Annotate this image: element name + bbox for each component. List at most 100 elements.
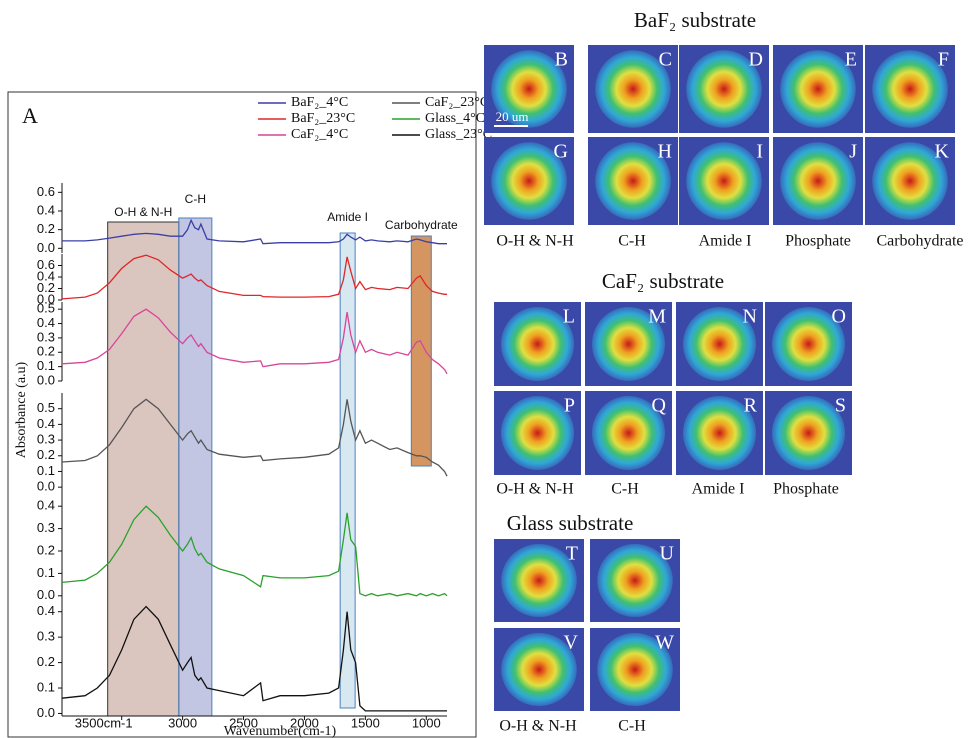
tile-label: O-H & N-H bbox=[496, 233, 574, 250]
legend-label: BaF₂_4°C bbox=[291, 95, 348, 110]
band bbox=[178, 217, 213, 717]
image-blob bbox=[595, 50, 671, 128]
tile-letter: U bbox=[660, 543, 675, 565]
panel-frame bbox=[7, 91, 477, 738]
legend-label: CaF₂_23°C bbox=[425, 95, 489, 110]
image-blob bbox=[591, 396, 666, 470]
tile-label: Phosphate bbox=[773, 481, 839, 498]
y-tick-label: 0.0 bbox=[37, 587, 55, 602]
tile-letter: F bbox=[938, 49, 949, 71]
y-tick-label: 0.0 bbox=[37, 291, 55, 306]
panel-title: BaF₂ substrate bbox=[634, 8, 756, 32]
y-tick-label: 0.3 bbox=[37, 329, 55, 344]
tile-letter: M bbox=[648, 306, 666, 328]
x-tick-label: 3000 bbox=[168, 715, 197, 730]
image-blob bbox=[872, 142, 948, 220]
tile-label: Amide I bbox=[692, 481, 745, 498]
tile-letter: L bbox=[563, 306, 575, 328]
tile-label: C-H bbox=[618, 233, 646, 250]
legend-label: CaF₂_4°C bbox=[291, 127, 348, 142]
tile-letter: T bbox=[566, 543, 578, 565]
tile-letter: K bbox=[935, 141, 950, 163]
tile-label: C-H bbox=[611, 481, 639, 498]
image-blob bbox=[501, 632, 577, 707]
tile-letter: N bbox=[743, 306, 757, 328]
image-blob bbox=[686, 142, 762, 220]
y-tick-label: 0.4 bbox=[37, 202, 55, 217]
y-tick-label: 0.2 bbox=[37, 654, 55, 669]
y-tick-label: 0.0 bbox=[37, 705, 55, 720]
y-axis-label: Absorbance (a.u) bbox=[14, 361, 29, 458]
tile-letter: E bbox=[845, 49, 857, 71]
y-tick-label: 0.2 bbox=[37, 447, 55, 462]
x-axis-label: Wavenumber(cm-1) bbox=[224, 724, 337, 738]
y-tick-label: 0.4 bbox=[37, 416, 55, 431]
y-tick-label: 0.6 bbox=[37, 257, 55, 272]
image-blob bbox=[780, 50, 856, 128]
image-blob bbox=[597, 543, 673, 618]
y-tick-label: 0.2 bbox=[37, 221, 55, 236]
tile-letter: C bbox=[659, 49, 672, 71]
tile-label: Phosphate bbox=[785, 233, 851, 250]
y-tick-label: 0.4 bbox=[37, 498, 55, 513]
y-tick-label: 0.2 bbox=[37, 542, 55, 557]
tile-letter: V bbox=[564, 632, 579, 654]
image-blob bbox=[686, 50, 762, 128]
tile-letter: P bbox=[564, 395, 575, 417]
image-blob bbox=[500, 307, 575, 381]
spectrum-line bbox=[61, 505, 448, 597]
y-tick-label: 0.2 bbox=[37, 280, 55, 295]
tile-letter: G bbox=[554, 141, 568, 163]
band-label: Amide I bbox=[327, 210, 368, 224]
image-blob bbox=[771, 396, 846, 470]
y-tick-label: 0.0 bbox=[37, 479, 55, 494]
x-tick-label: 1000 bbox=[412, 715, 441, 730]
band-label: Carbohydrate bbox=[385, 218, 458, 232]
panel-label: A bbox=[22, 103, 38, 128]
image-blob bbox=[491, 142, 567, 220]
y-tick-label: 0.3 bbox=[37, 432, 55, 447]
spectrum-line bbox=[61, 605, 447, 712]
tile-letter: H bbox=[658, 141, 672, 163]
band bbox=[339, 232, 356, 709]
image-blob bbox=[771, 307, 846, 381]
x-tick-label: 2500 bbox=[229, 715, 258, 730]
tile-letter: R bbox=[744, 395, 758, 417]
image-blob bbox=[780, 142, 856, 220]
y-tick-label: 0.2 bbox=[37, 344, 55, 359]
y-tick-label: 0.4 bbox=[37, 603, 55, 618]
tile-letter: J bbox=[849, 141, 857, 163]
legend-label: BaF₂_23°C bbox=[291, 111, 355, 126]
tile-letter: D bbox=[749, 49, 763, 71]
tile-label: O-H & N-H bbox=[496, 481, 574, 498]
y-tick-label: 0.0 bbox=[37, 240, 55, 255]
legend-label: Glass_4°C bbox=[425, 111, 485, 126]
band-label: O-H & N-H bbox=[114, 205, 172, 219]
legend-label: Glass_23°C bbox=[425, 127, 492, 142]
y-tick-label: 0.1 bbox=[37, 463, 55, 478]
tile-letter: S bbox=[835, 395, 846, 417]
x-tick-label: 3500cm-1 bbox=[75, 715, 133, 730]
tile-letter: I bbox=[756, 141, 763, 163]
image-blob bbox=[491, 50, 567, 128]
x-tick-label: 1500 bbox=[351, 715, 380, 730]
image-blob bbox=[682, 396, 757, 470]
band-label: C-H bbox=[185, 192, 206, 206]
panel-title: CaF₂ substrate bbox=[602, 269, 724, 293]
image-blob bbox=[501, 543, 577, 618]
y-tick-label: 0.1 bbox=[37, 358, 55, 373]
tile-label: Carbohydrate bbox=[876, 233, 963, 250]
image-blob bbox=[682, 307, 757, 381]
y-tick-label: 0.4 bbox=[37, 315, 55, 330]
y-tick-label: 0.1 bbox=[37, 679, 55, 694]
tile-letter: B bbox=[555, 49, 568, 71]
tile-letter: W bbox=[655, 632, 674, 654]
y-tick-label: 0.6 bbox=[37, 184, 55, 199]
y-tick-label: 0.4 bbox=[37, 268, 55, 283]
band bbox=[410, 235, 432, 467]
y-tick-label: 0.5 bbox=[37, 400, 55, 415]
tile-label: Amide I bbox=[699, 233, 752, 250]
tile-letter: Q bbox=[652, 395, 667, 417]
spectrum-line bbox=[61, 398, 448, 477]
